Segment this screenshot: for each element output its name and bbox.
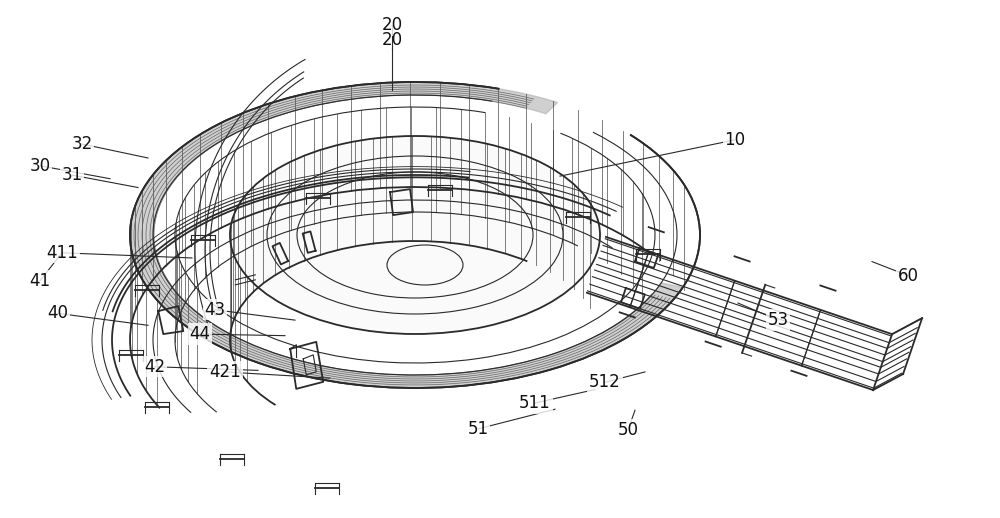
Text: 32: 32 [71,135,93,153]
Polygon shape [130,82,683,388]
Polygon shape [230,136,600,334]
Text: 411: 411 [46,244,78,262]
Text: 51: 51 [467,420,489,438]
Text: 30: 30 [29,157,51,175]
Text: 20: 20 [381,31,403,49]
Text: 60: 60 [897,267,918,284]
Text: 31: 31 [61,166,83,184]
Text: 42: 42 [144,358,166,376]
Text: 50: 50 [618,421,639,439]
Text: 43: 43 [204,301,226,319]
Text: 511: 511 [519,394,551,412]
Text: 40: 40 [48,305,69,322]
Text: 53: 53 [767,311,789,329]
Text: 41: 41 [29,272,51,290]
Text: 512: 512 [589,373,621,391]
Text: 421: 421 [209,363,241,381]
Text: 44: 44 [190,325,211,343]
Text: 10: 10 [724,131,746,149]
Text: 20: 20 [381,16,403,34]
